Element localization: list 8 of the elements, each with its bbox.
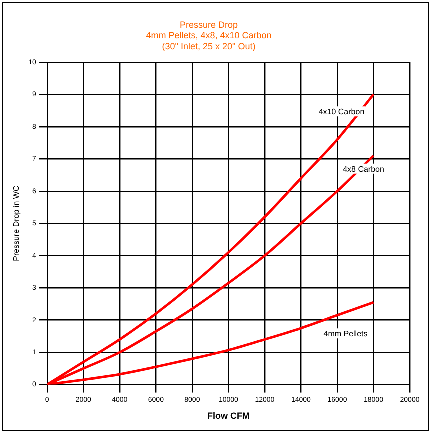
- text: 4mm Pellets, 4x8, 4x10 Carbon: [146, 30, 272, 41]
- series-label: 4x8 Carbon: [343, 164, 384, 174]
- x-axis-title: Flow CFM: [207, 411, 250, 422]
- series-label: 4mm Pellets: [324, 330, 368, 339]
- y-axis-title: Pressure Drop in WC: [12, 186, 22, 262]
- text: (30" Inlet, 25 x 20" Out): [162, 41, 256, 52]
- series-label: 4x10 Carbon: [318, 108, 365, 117]
- text: Pressure Drop: [180, 20, 238, 30]
